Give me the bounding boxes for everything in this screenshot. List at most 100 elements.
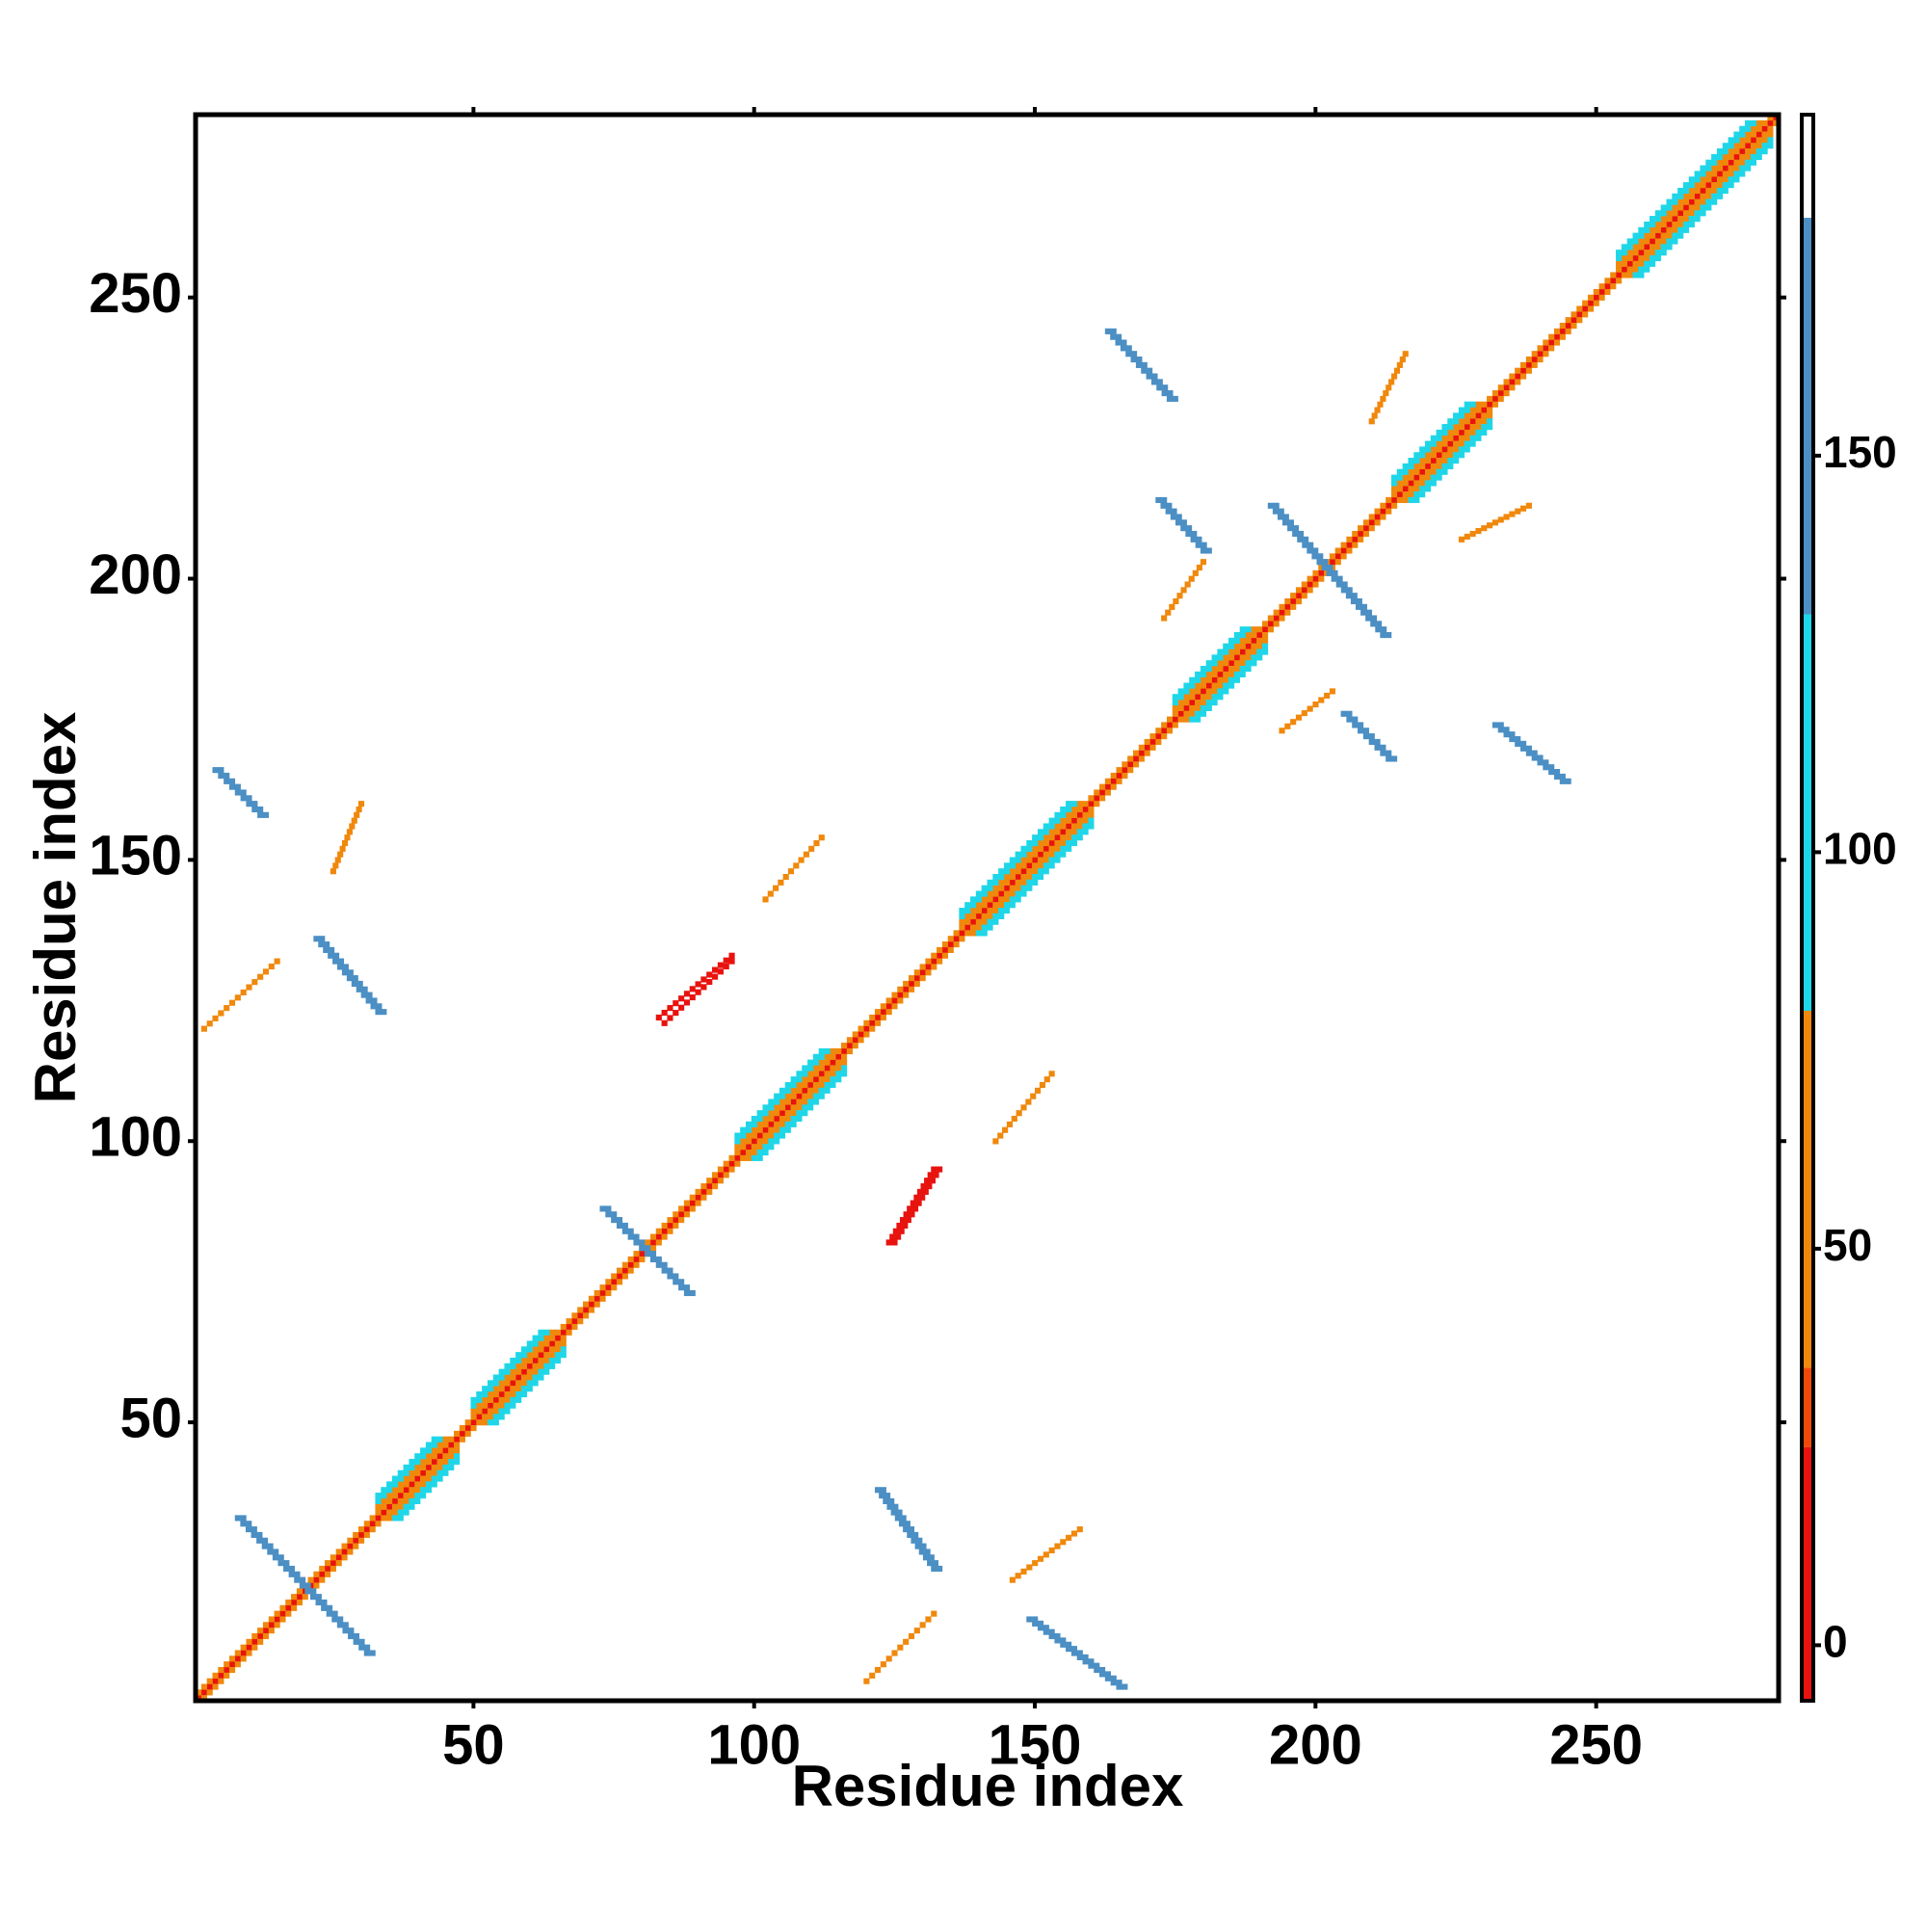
contact-cell: [1616, 260, 1623, 267]
contact-cell: [1711, 182, 1718, 189]
contact-cell: [397, 1475, 404, 1482]
contact-cell: [723, 1166, 729, 1173]
contact-cell: [532, 1357, 539, 1364]
contact-cell: [1519, 740, 1527, 747]
contact-cell: [251, 806, 258, 813]
contact-cell: [1166, 502, 1173, 509]
contact-cell: [700, 1188, 707, 1195]
contact-cell: [1200, 688, 1207, 695]
contact-cell: [1082, 811, 1089, 818]
contact-cell: [1491, 519, 1498, 526]
contact-cell: [1390, 474, 1398, 481]
contact-cell: [1166, 722, 1174, 728]
y-axis-title: Residue index: [23, 712, 88, 1104]
contact-cell: [1054, 811, 1061, 818]
contact-cell: [403, 1493, 409, 1499]
contact-cell: [1487, 401, 1493, 408]
contact-cell: [1677, 187, 1684, 195]
contact-cell: [1722, 165, 1729, 172]
contact-cell: [409, 1475, 415, 1482]
contact-cell: [678, 1284, 685, 1291]
contact-cell: [492, 1414, 499, 1420]
contact-cell: [1116, 778, 1122, 784]
contact-cell: [879, 1493, 885, 1499]
contact-cell: [1200, 700, 1207, 706]
contact-cell: [756, 1154, 763, 1161]
contact-cell: [1677, 198, 1684, 205]
contact-cell: [1481, 401, 1488, 408]
contact-cell: [300, 1576, 306, 1583]
contact-cell: [361, 986, 368, 992]
contact-cell: [1048, 851, 1055, 858]
contact-cell: [1043, 1551, 1049, 1558]
contact-cell: [1233, 654, 1240, 661]
contact-cell: [1351, 593, 1358, 599]
y-tick-label: 100: [89, 1106, 182, 1169]
contact-cell: [830, 1071, 836, 1077]
contact-cell: [734, 1144, 741, 1151]
contact-cell: [807, 1093, 814, 1099]
contact-cell: [751, 1149, 757, 1156]
contact-cell: [1125, 345, 1132, 352]
contact-cell: [1082, 806, 1089, 813]
contact-cell: [234, 1515, 241, 1522]
contact-cell: [981, 902, 988, 909]
contact-cell: [1654, 216, 1661, 223]
contact-cell: [649, 1251, 657, 1257]
contact-cell: [802, 1081, 808, 1089]
contact-cell: [1054, 1543, 1061, 1549]
contact-cell: [196, 1689, 202, 1696]
contact-cell: [1239, 643, 1246, 649]
contact-cell: [1700, 182, 1706, 189]
contact-cell: [1155, 733, 1162, 740]
contact-cell: [425, 1481, 433, 1488]
contact-cell: [532, 1368, 539, 1375]
contact-cell: [1026, 879, 1033, 886]
contact-cell: [645, 1239, 651, 1246]
contact-cell: [487, 1408, 494, 1415]
contact-cell: [1413, 452, 1420, 459]
contact-cell: [1223, 682, 1229, 689]
contact-cell: [1700, 165, 1706, 172]
contact-cell: [1037, 851, 1044, 858]
contact-cell: [1430, 452, 1437, 459]
contact-cell: [790, 1087, 797, 1094]
contact-cell: [1638, 272, 1645, 278]
contact-cell: [1070, 817, 1078, 824]
contact-cell: [487, 1390, 494, 1398]
contact-cell: [476, 1396, 483, 1403]
contact-cell: [1365, 609, 1373, 616]
contact-cell: [987, 918, 993, 925]
contact-cell: [1413, 458, 1420, 464]
contact-cell: [1610, 283, 1617, 290]
contact-cell: [1497, 727, 1504, 733]
contact-cell: [915, 1200, 922, 1206]
contact-cell: [790, 1081, 797, 1089]
contact-cell: [353, 1543, 359, 1549]
contact-cell: [1287, 525, 1294, 532]
contact-cell: [1172, 722, 1178, 728]
contact-cell: [1705, 159, 1712, 166]
contact-cell: [740, 1149, 747, 1156]
contact-cell: [1722, 176, 1729, 183]
contact-cell: [1340, 710, 1347, 717]
contact-cell: [1284, 723, 1291, 729]
contact-cell: [1722, 182, 1729, 189]
contact-cell: [1755, 137, 1762, 144]
contact-cell: [425, 1447, 433, 1454]
contact-cell: [883, 1497, 889, 1505]
contact-cell: [774, 1115, 780, 1123]
contact-cell: [1705, 187, 1712, 195]
contact-cell: [1144, 744, 1150, 751]
contact-cell: [1593, 300, 1599, 306]
contact-cell: [1127, 755, 1134, 762]
contact-cell: [1037, 839, 1044, 847]
contact-cell: [970, 913, 977, 919]
contact-cell: [1317, 553, 1324, 560]
contact-cell: [1088, 801, 1095, 807]
contact-cell: [1553, 339, 1561, 346]
contact-cell: [1104, 1671, 1111, 1678]
contact-cell: [431, 1447, 437, 1454]
contact-cell: [1430, 458, 1437, 464]
contact-cell: [365, 997, 372, 1004]
